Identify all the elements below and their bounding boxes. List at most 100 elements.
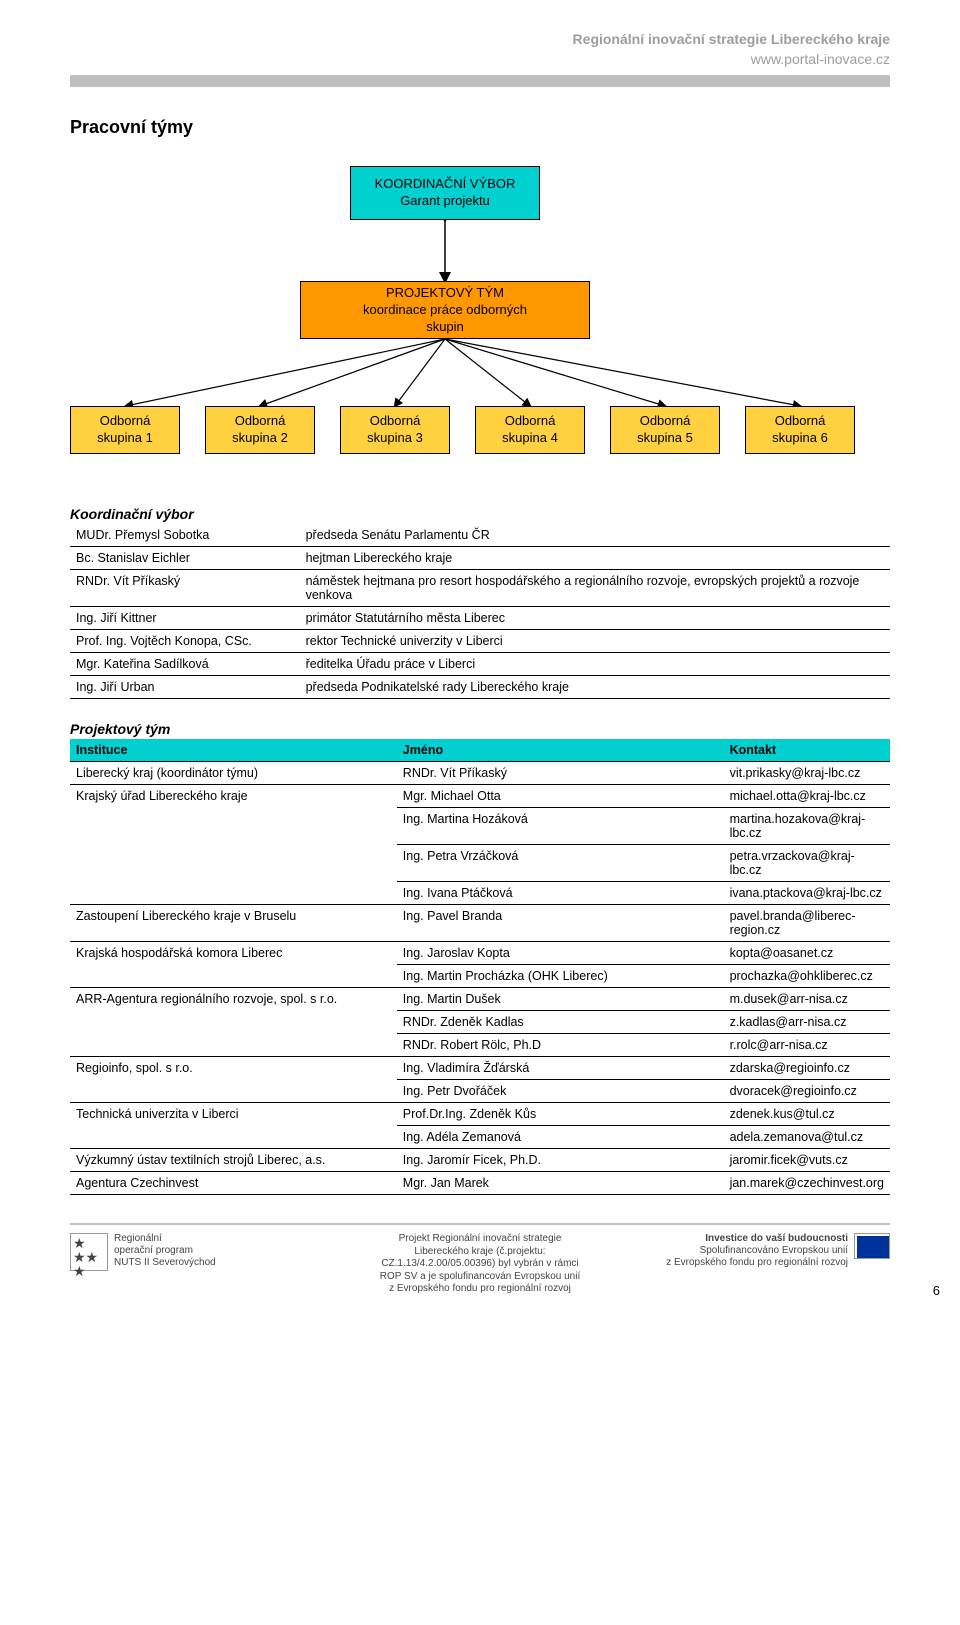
node-text: skupina 5 [615, 430, 715, 447]
node-text: Odborná [75, 413, 175, 430]
org-node-leaf: Odborná skupina 1 [70, 406, 180, 454]
col-jmeno: Jméno [397, 739, 724, 762]
cell-jmeno: Ing. Petr Dvořáček [397, 1080, 724, 1103]
table-row: Ing. Jiří Kittnerprimátor Statutárního m… [70, 607, 890, 630]
cell-jmeno: Ing. Adéla Zemanová [397, 1126, 724, 1149]
table-row: Krajský úřad Libereckého krajeMgr. Micha… [70, 785, 890, 808]
cell-kontakt: r.rolc@arr-nisa.cz [724, 1034, 890, 1057]
node-text: PROJEKTOVÝ TÝM [305, 285, 585, 302]
footer-text: ROP SV a je spolufinancován Evropskou un… [316, 1271, 644, 1284]
table-row: Technická univerzita v LiberciProf.Dr.In… [70, 1103, 890, 1126]
cell-role: předseda Podnikatelské rady Libereckého … [300, 676, 890, 699]
cell-role: ředitelka Úřadu práce v Liberci [300, 653, 890, 676]
cell-kontakt: michael.otta@kraj-lbc.cz [724, 785, 890, 808]
footer-text: Investice do vaší budoucnosti [666, 1233, 848, 1245]
footer-text: operační program [114, 1245, 216, 1257]
cell-kontakt: ivana.ptackova@kraj-lbc.cz [724, 882, 890, 905]
page-footer: ★★★★ Regionální operační program NUTS II… [70, 1223, 890, 1296]
cell-jmeno: Ing. Ivana Ptáčková [397, 882, 724, 905]
footer-text: Projekt Regionální inovační strategie [316, 1233, 644, 1246]
cell-instituce: Technická univerzita v Liberci [70, 1103, 397, 1149]
cell-role: náměstek hejtmana pro resort hospodářské… [300, 570, 890, 607]
cell-instituce: Regioinfo, spol. s r.o. [70, 1057, 397, 1103]
footer-text: NUTS II Severovýchod [114, 1257, 216, 1269]
node-text: skupina 3 [345, 430, 445, 447]
footer-left: ★★★★ Regionální operační program NUTS II… [70, 1233, 300, 1271]
doc-url: www.portal-inovace.cz [70, 50, 890, 70]
cell-instituce: Krajský úřad Libereckého kraje [70, 785, 397, 905]
footer-text: z Evropského fondu pro regionální rozvoj [666, 1257, 848, 1269]
cell-name: Prof. Ing. Vojtěch Konopa, CSc. [70, 630, 300, 653]
table-row: Zastoupení Libereckého kraje v BruseluIn… [70, 905, 890, 942]
cell-instituce: Výzkumný ústav textilních strojů Liberec… [70, 1149, 397, 1172]
cell-kontakt: vit.prikasky@kraj-lbc.cz [724, 762, 890, 785]
section-title: Pracovní týmy [70, 117, 890, 138]
node-text: Odborná [480, 413, 580, 430]
cell-instituce: Agentura Czechinvest [70, 1172, 397, 1195]
cell-kontakt: m.dusek@arr-nisa.cz [724, 988, 890, 1011]
divider-bar [70, 75, 890, 87]
cell-role: hejtman Libereckého kraje [300, 547, 890, 570]
cell-jmeno: Ing. Jaroslav Kopta [397, 942, 724, 965]
team-table: Instituce Jméno Kontakt Liberecký kraj (… [70, 739, 890, 1195]
vybor-table: MUDr. Přemysl Sobotkapředseda Senátu Par… [70, 524, 890, 699]
cell-kontakt: zdarska@regioinfo.cz [724, 1057, 890, 1080]
footer-text: Spolufinancováno Evropskou unií [666, 1245, 848, 1257]
cell-kontakt: martina.hozakova@kraj-lbc.cz [724, 808, 890, 845]
cell-name: Bc. Stanislav Eichler [70, 547, 300, 570]
cell-instituce: Krajská hospodářská komora Liberec [70, 942, 397, 988]
cell-jmeno: Ing. Martina Hozáková [397, 808, 724, 845]
node-text: Garant projektu [355, 193, 535, 210]
node-text: Odborná [210, 413, 310, 430]
table-row: Agentura CzechinvestMgr. Jan Marekjan.ma… [70, 1172, 890, 1195]
org-node-leaf: Odborná skupina 5 [610, 406, 720, 454]
node-text: Odborná [750, 413, 850, 430]
node-text: koordinace práce odborných [305, 302, 585, 319]
org-chart: KOORDINAČNÍ VÝBOR Garant projektu PROJEK… [70, 166, 890, 486]
cell-jmeno: Mgr. Michael Otta [397, 785, 724, 808]
cell-name: Ing. Jiří Kittner [70, 607, 300, 630]
vybor-title: Koordinační výbor [70, 506, 890, 522]
cell-role: primátor Statutárního města Liberec [300, 607, 890, 630]
table-row: Prof. Ing. Vojtěch Konopa, CSc.rektor Te… [70, 630, 890, 653]
cell-kontakt: petra.vrzackova@kraj-lbc.cz [724, 845, 890, 882]
rop-logo-icon: ★★★★ [70, 1233, 108, 1271]
org-node-leaf: Odborná skupina 2 [205, 406, 315, 454]
cell-jmeno: Ing. Vladimíra Žďárská [397, 1057, 724, 1080]
table-row: MUDr. Přemysl Sobotkapředseda Senátu Par… [70, 524, 890, 547]
cell-kontakt: jaromir.ficek@vuts.cz [724, 1149, 890, 1172]
footer-text: Libereckého kraje (č.projektu: [316, 1246, 644, 1259]
cell-jmeno: Ing. Pavel Branda [397, 905, 724, 942]
node-text: skupina 1 [75, 430, 175, 447]
node-text: Odborná [345, 413, 445, 430]
footer-text: CZ.1.13/4.2.00/05.00396) byl vybrán v rá… [316, 1258, 644, 1271]
eu-flag-icon [854, 1233, 890, 1259]
col-kontakt: Kontakt [724, 739, 890, 762]
table-row: Krajská hospodářská komora LiberecIng. J… [70, 942, 890, 965]
cell-name: Ing. Jiří Urban [70, 676, 300, 699]
page-header: Regionální inovační strategie Libereckéh… [70, 30, 890, 69]
cell-jmeno: Ing. Petra Vrzáčková [397, 845, 724, 882]
cell-jmeno: Ing. Jaromír Ficek, Ph.D. [397, 1149, 724, 1172]
footer-mid: Projekt Regionální inovační strategie Li… [316, 1233, 644, 1296]
node-text: skupin [305, 319, 585, 336]
cell-kontakt: prochazka@ohkliberec.cz [724, 965, 890, 988]
cell-jmeno: Ing. Martin Procházka (OHK Liberec) [397, 965, 724, 988]
cell-jmeno: Prof.Dr.Ing. Zdeněk Kůs [397, 1103, 724, 1126]
cell-instituce: Liberecký kraj (koordinátor týmu) [70, 762, 397, 785]
footer-right: Investice do vaší budoucnosti Spolufinan… [660, 1233, 890, 1269]
table-row: ARR-Agentura regionálního rozvoje, spol.… [70, 988, 890, 1011]
node-text: Odborná [615, 413, 715, 430]
doc-title: Regionální inovační strategie Libereckéh… [70, 30, 890, 50]
cell-jmeno: Ing. Martin Dušek [397, 988, 724, 1011]
cell-jmeno: RNDr. Robert Rölc, Ph.D [397, 1034, 724, 1057]
cell-role: předseda Senátu Parlamentu ČR [300, 524, 890, 547]
node-text: skupina 6 [750, 430, 850, 447]
cell-kontakt: jan.marek@czechinvest.org [724, 1172, 890, 1195]
cell-name: RNDr. Vít Příkaský [70, 570, 300, 607]
table-row: Mgr. Kateřina Sadílkováředitelka Úřadu p… [70, 653, 890, 676]
org-node-mid: PROJEKTOVÝ TÝM koordinace práce odbornýc… [300, 281, 590, 339]
table-row: Regioinfo, spol. s r.o.Ing. Vladimíra Žď… [70, 1057, 890, 1080]
cell-instituce: ARR-Agentura regionálního rozvoje, spol.… [70, 988, 397, 1057]
table-row: Výzkumný ústav textilních strojů Liberec… [70, 1149, 890, 1172]
